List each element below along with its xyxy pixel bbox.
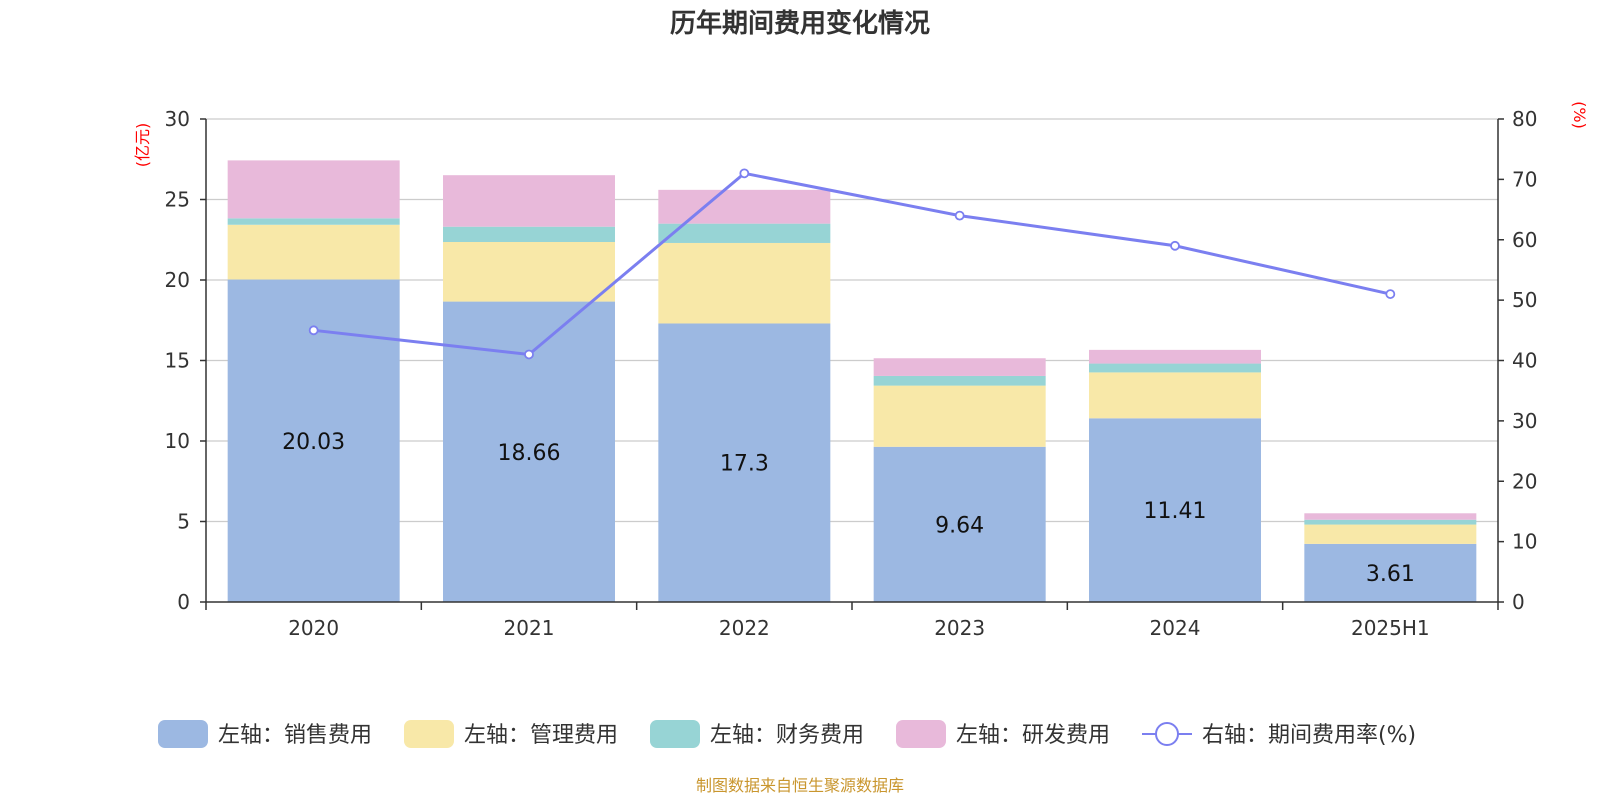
left-axis-unit: (亿元) [133,123,152,168]
rate-point [1385,289,1396,299]
legend-label: 左轴：财务费用 [710,723,864,748]
legend-swatch [896,720,946,748]
right-tick-label: 20 [1512,469,1537,493]
legend-label: 左轴：管理费用 [464,723,618,748]
bar-value-label: 20.03 [282,430,345,455]
right-tick-label: 80 [1512,107,1537,131]
bar-segment [658,323,831,602]
legend-label: 左轴：研发费用 [956,723,1110,748]
source-note: 制图数据来自恒生聚源数据库 [696,776,904,795]
legend-label: 右轴：期间费用率(%) [1202,723,1416,748]
x-tick-label: 2022 [719,616,770,640]
rate-point [524,349,534,360]
bar-segment [1089,363,1261,373]
left-tick-label: 20 [165,268,190,292]
left-tick-label: 0 [177,590,190,614]
chart-title: 历年期间费用变化情况 [670,8,930,39]
bar-segment [873,385,1046,447]
bar-segment [227,218,400,225]
bar-segment [1089,418,1261,602]
right-tick-label: 40 [1512,349,1537,373]
x-tick-label: 2021 [504,616,555,640]
bar-segment [873,446,1046,602]
right-tick-label: 30 [1512,409,1537,433]
right-tick-label: 70 [1512,167,1537,191]
legend-swatch [158,720,208,748]
rate-point [954,210,965,221]
bar-segment [658,189,831,224]
legend-marker-swatch [1155,722,1179,746]
bar-segment [658,223,831,243]
legend-swatch [404,720,454,748]
rate-line [313,171,1391,357]
bar-segment [443,242,615,302]
bar-segment [658,242,831,324]
bar-value-label: 18.66 [498,441,561,466]
x-tick-label: 2023 [934,616,985,640]
bars [227,160,1477,602]
bar-segment [1304,519,1477,525]
rate-point [739,168,750,179]
bar-value-labels: 20.03 18.66 17.3 9.64 11.41 3.61 [282,430,1415,587]
left-tick-label: 25 [165,188,190,212]
right-tick-label: 50 [1512,288,1537,312]
bar-value-label: 9.64 [935,513,984,538]
rate-point [1170,240,1180,251]
axes: 0 5 10 15 20 25 30 0 10 20 30 40 50 60 70 80 2020 2021 202… [165,107,1538,640]
right-axis-unit: (%) [1570,101,1589,129]
x-tick-label: 2020 [288,616,339,640]
right-tick-label: 0 [1512,590,1525,614]
bar-segment [1304,543,1477,602]
bar-segment [227,224,400,280]
bar-value-label: 11.41 [1144,499,1207,524]
x-tick-label: 2025H1 [1351,616,1430,640]
left-tick-label: 30 [165,107,190,131]
legend-label: 左轴：销售费用 [218,723,372,748]
bar-segment [873,375,1046,386]
line-series [308,168,1396,360]
bar-value-label: 3.61 [1366,562,1415,587]
left-tick-label: 10 [165,429,190,453]
right-tick-label: 10 [1512,530,1537,554]
left-tick-label: 5 [177,510,190,534]
bar-segment [873,358,1046,376]
rate-point [308,325,319,336]
legend-swatch [650,720,700,748]
right-tick-label: 60 [1512,228,1537,252]
bar-value-label: 17.3 [720,452,769,477]
bar-segment [1089,349,1261,364]
x-tick-label: 2024 [1150,616,1201,640]
bar-segment [1089,372,1261,419]
legend: 左轴：销售费用 左轴：管理费用 左轴：财务费用 左轴：研发费用 右轴：期间费用率(%) [158,720,1416,748]
bar-segment [1304,524,1477,544]
bar-segment [227,160,400,219]
left-tick-label: 15 [165,349,190,373]
bar-segment [443,175,615,227]
grid-lines [206,118,1498,523]
bar-segment [1304,513,1477,520]
bar-segment [443,226,615,243]
